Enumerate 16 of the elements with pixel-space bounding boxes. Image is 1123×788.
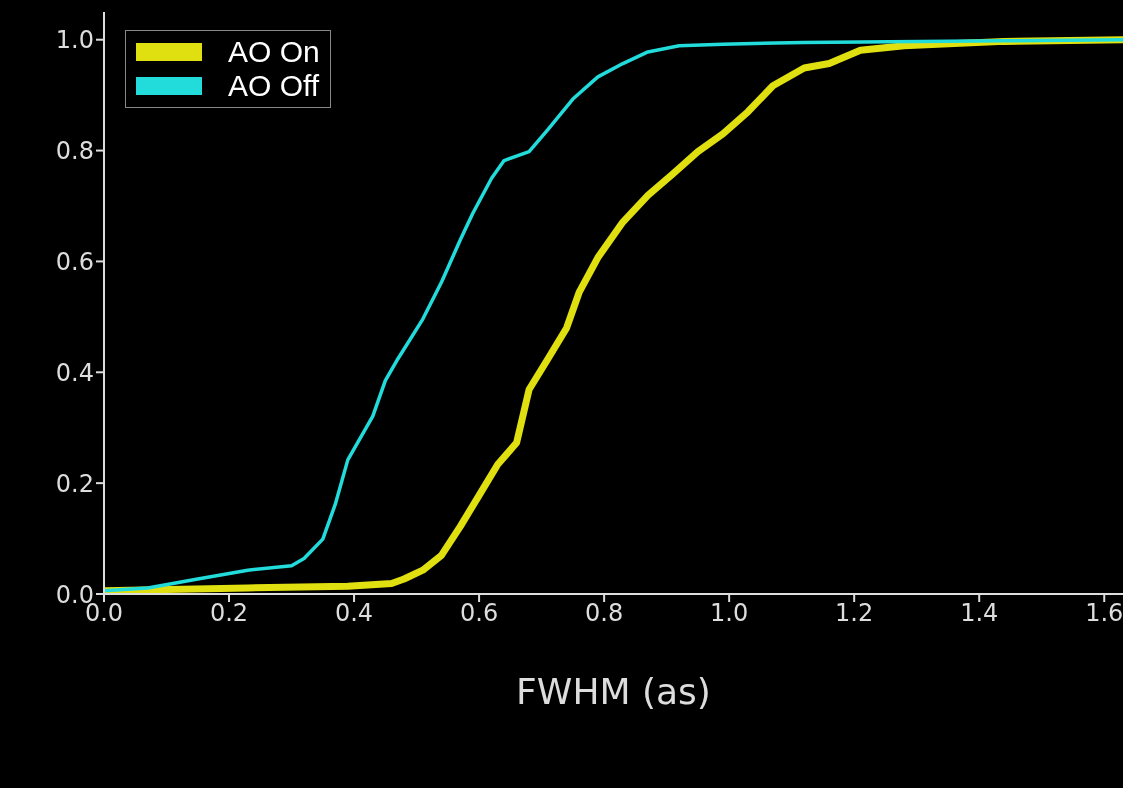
x-tick-label: 0.4 [334, 599, 374, 628]
x-tick-label: 0.6 [460, 599, 499, 628]
x-axis-title: FWHM (as) [516, 671, 711, 712]
legend-label: AO On [228, 35, 320, 69]
y-tick-label: 1.0 [55, 26, 94, 55]
y-tick-label: 0.8 [55, 137, 94, 166]
x-tick-label: 0.8 [585, 599, 624, 628]
y-tick-label: 0.4 [55, 358, 94, 387]
y-tick-label: 0.6 [55, 247, 94, 276]
x-tick-label: 1.4 [960, 599, 999, 628]
y-tick-label: 0.2 [55, 469, 94, 498]
x-tick-label: 1.2 [835, 599, 874, 628]
x-tick-label: 0.2 [209, 599, 249, 628]
x-tick-label: 1.0 [710, 599, 749, 628]
x-tick-label: 1.6 [1085, 599, 1123, 628]
legend-label: AO Off [228, 69, 320, 103]
